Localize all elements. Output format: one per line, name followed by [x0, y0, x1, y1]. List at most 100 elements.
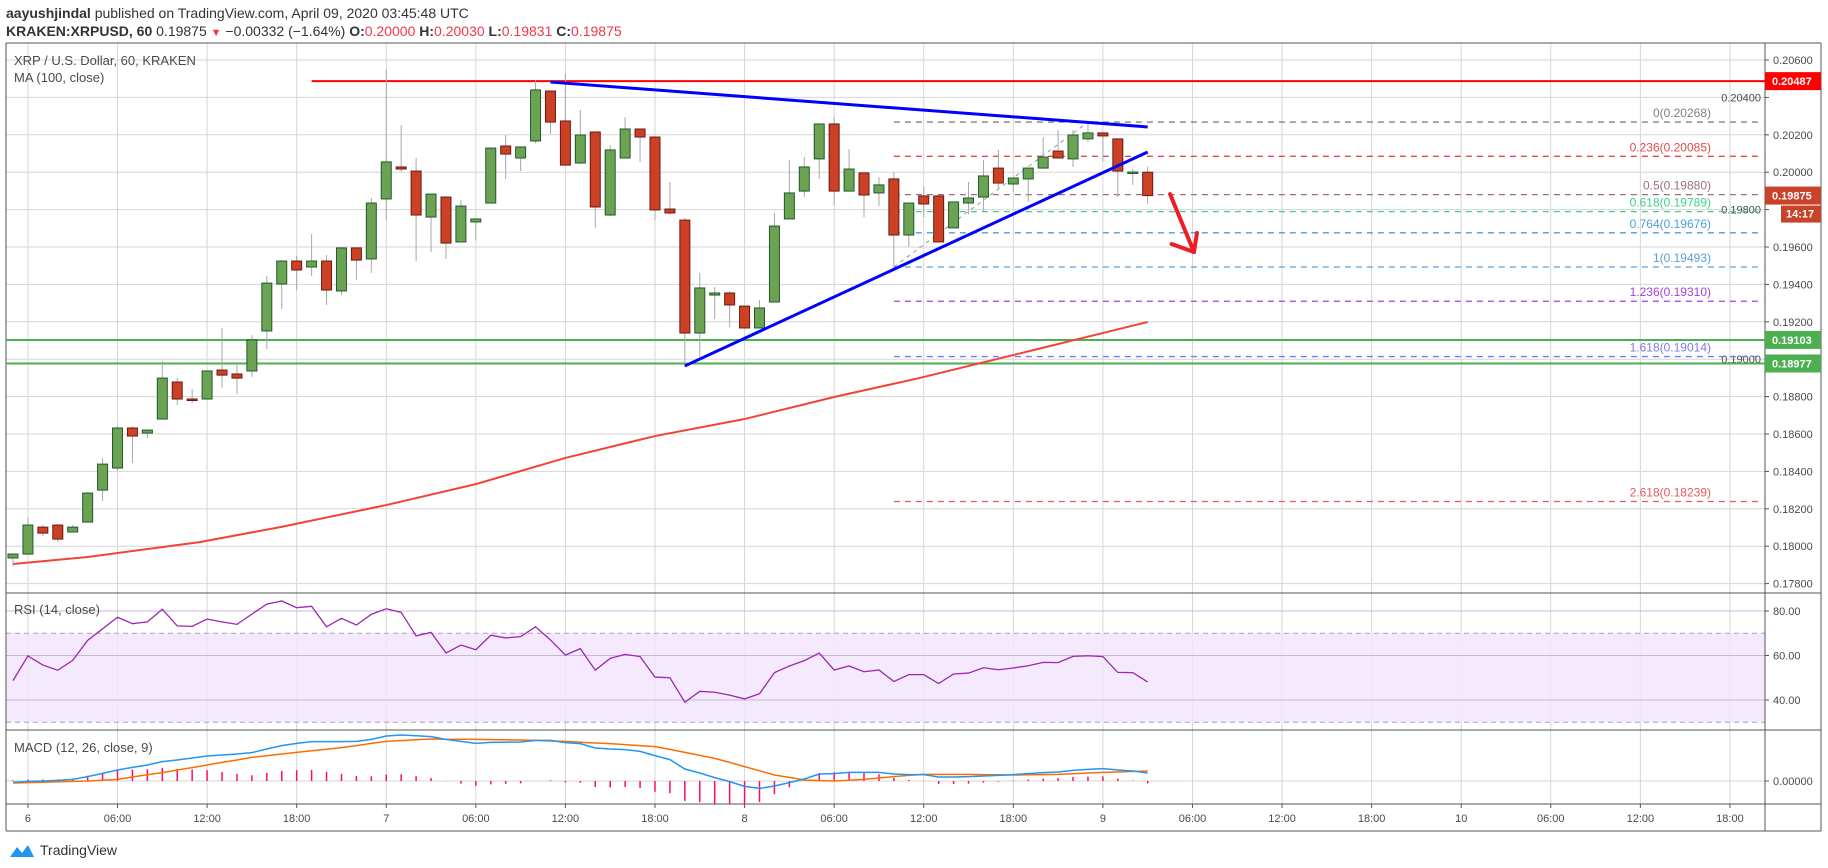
time-axis-label: 18:00	[283, 813, 311, 825]
resistance-line-badge	[1765, 72, 1821, 91]
low-value: 0.19831	[501, 23, 553, 39]
macd-legend: MACD (12, 26, close, 9)	[14, 740, 153, 755]
fib-level-label: 0.5(0.19880)	[1643, 179, 1711, 193]
candle-up	[306, 260, 318, 268]
candle-down	[664, 208, 676, 214]
candle-up	[246, 339, 258, 372]
candle-up	[873, 184, 885, 194]
candle-down	[500, 145, 512, 155]
fib-anchor-line	[893, 121, 1089, 268]
candle-up	[67, 526, 79, 533]
candle-up	[7, 553, 19, 559]
chart-legend-title: XRP / U.S. Dollar, 60, KRAKEN	[14, 53, 196, 68]
candle-down	[410, 170, 422, 216]
down-arrow-annotation	[1168, 192, 1199, 255]
fib-level-label: 2.618(0.18239)	[1630, 486, 1711, 500]
time-axis-label: 7	[383, 813, 389, 825]
fib-level-label: 0.764(0.19676)	[1630, 217, 1711, 231]
open-label: O:	[349, 23, 365, 39]
time-axis-label: 06:00	[104, 813, 132, 825]
price-axis-label: 0.18200	[1773, 504, 1813, 516]
price-axis-label: 0.18800	[1773, 392, 1813, 404]
time-axis-label: 06:00	[1537, 813, 1565, 825]
candle-down	[933, 195, 945, 243]
candle-up	[709, 292, 721, 296]
candle-up	[798, 166, 810, 192]
time-axis-label: 06:00	[1179, 813, 1207, 825]
time-axis-label: 8	[742, 813, 748, 825]
candle-up	[365, 202, 377, 260]
rsi-band	[6, 633, 1765, 723]
rsi-axis-label: 40.00	[1773, 695, 1801, 707]
candle-up	[694, 287, 706, 334]
candle-down	[724, 292, 736, 306]
candle-up	[276, 260, 288, 285]
close-label: C:	[556, 23, 572, 39]
candle-up	[515, 146, 527, 159]
candle-up	[768, 225, 780, 303]
time-axis-label: 06:00	[462, 813, 490, 825]
candle-down	[739, 305, 751, 329]
candle-up	[1127, 171, 1139, 175]
candle-up	[22, 524, 34, 555]
candle-up	[843, 168, 855, 192]
candle-up	[963, 197, 975, 204]
candle-up	[201, 370, 213, 400]
candle-down	[126, 427, 138, 437]
candle-up	[1067, 134, 1079, 160]
candle-down	[395, 166, 407, 170]
price-axis-label: 0.20000	[1773, 167, 1813, 179]
time-axis-label: 18:00	[1716, 813, 1744, 825]
candle-down	[171, 381, 183, 400]
fib-level-label: 0.618(0.19789)	[1630, 196, 1711, 210]
candle-down	[321, 260, 333, 291]
price-change: −0.00332 (−1.64%)	[225, 23, 346, 39]
high-label: H:	[419, 23, 435, 39]
macd-axis-label: 0.00000	[1773, 776, 1813, 788]
countdown-badge	[1781, 205, 1821, 223]
candle-down	[679, 219, 691, 334]
countdown-label: 14:17	[1786, 209, 1814, 221]
candle-down	[291, 260, 303, 271]
price-axis-label: 0.18400	[1773, 466, 1813, 478]
price-axis-label: 0.19600	[1773, 242, 1813, 254]
candle-down	[216, 369, 228, 376]
candle-up	[425, 193, 437, 218]
time-axis-label: 18:00	[1358, 813, 1386, 825]
candle-up	[82, 492, 94, 523]
candle-up	[335, 247, 347, 292]
macd-line	[12, 734, 1148, 790]
author-name[interactable]: aayushjindal	[6, 5, 91, 21]
candle-up	[485, 147, 497, 204]
macd-signal-line	[12, 738, 1148, 784]
candle-up	[1082, 132, 1094, 140]
rsi-legend: RSI (14, close)	[14, 602, 100, 617]
time-axis-label: 18:00	[641, 813, 669, 825]
candle-up	[261, 282, 273, 332]
price-axis-label: 0.20600	[1773, 55, 1813, 67]
candle-down	[440, 196, 452, 244]
ma-legend: MA (100, close)	[14, 70, 104, 85]
time-axis-label: 9	[1100, 813, 1106, 825]
close-value: 0.19875	[571, 23, 622, 39]
tradingview-logo[interactable]: TradingView	[8, 841, 117, 859]
candle-down	[634, 128, 646, 138]
price-axis-label: 0.19400	[1773, 279, 1813, 291]
time-axis-label: 12:00	[1627, 813, 1655, 825]
price-axis-label: 0.19200	[1773, 317, 1813, 329]
grid-layer	[6, 43, 1765, 804]
candle-down	[559, 120, 571, 166]
candle-down	[37, 526, 49, 534]
price-axis-label: 0.20400	[1721, 92, 1761, 104]
candle-up	[1037, 156, 1049, 169]
price-axis-label: 0.19800	[1721, 205, 1761, 217]
time-axis-label: 12:00	[910, 813, 938, 825]
fib-level-label: 0.236(0.20085)	[1630, 140, 1711, 154]
candle-down	[589, 131, 601, 208]
time-axis-label: 18:00	[1000, 813, 1028, 825]
candle-up	[156, 377, 168, 420]
candle-down	[186, 398, 198, 402]
candle-up	[754, 307, 765, 329]
time-axis-label: 12:00	[1268, 813, 1296, 825]
